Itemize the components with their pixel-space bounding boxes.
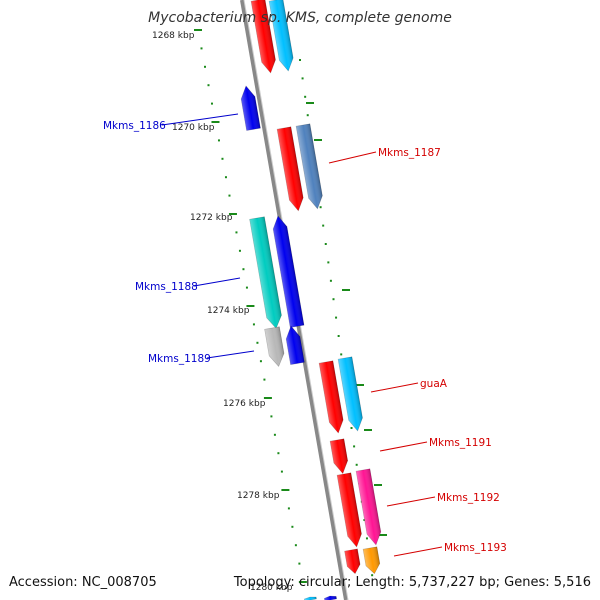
gene-mkms-1191 [329,438,348,475]
gene-skyblue-top [268,0,294,72]
gene-mkms-1188-shade [249,216,282,329]
gene-callout-line [393,546,443,557]
scale-label: 1274 kbp [207,306,250,316]
gene-mkms-1189-pair [285,325,305,365]
gene-label-mkms-1191: Mkms_1191 [429,437,492,449]
gene-mkms-1187-pair [295,123,323,210]
gene-callout-line [328,151,377,164]
gene-mkms-1187 [276,126,304,212]
gene-callout-line [193,277,241,287]
gene-callout-line [206,350,255,359]
gene-guaA-pair [337,356,363,432]
gene-label-mkms-1187: Mkms_1187 [378,147,441,159]
gene-mkms-1193 [344,548,361,575]
gene-label-mkms-1188: Mkms_1188 [135,281,198,293]
gene-mkms-1193-pair [362,546,381,575]
genome-title: Mycobacterium sp. KMS, complete genome [148,10,452,26]
gene-mkms-1192-shade [337,472,362,547]
gene-label-mkms-1193: Mkms_1193 [444,542,507,554]
gene-guaA [318,360,344,434]
gene-callout-line [161,113,239,126]
gene-mkms-1189 [264,326,285,367]
scale-label: 1272 kbp [190,213,233,223]
gene-mkms-1186 [240,85,261,131]
gene-red-top-shade [251,0,276,73]
gene-mkms-1191-shade [330,438,348,474]
gene-mkms-1188-pair-shade [273,216,305,328]
accession-text: Accession: NC_008705 [9,575,157,590]
gene-skyblue-top-shade [269,0,294,71]
gene-mkms-1192 [336,472,362,548]
gene-callout-line [370,382,419,393]
gene-label-guaA: guaA [420,378,448,390]
gene-callout-line [379,441,428,452]
gene-mkms-1187-shade [277,126,304,211]
scale-label: 1276 kbp [223,399,266,409]
gene-guaA-pair-shade [338,356,363,431]
scale-label: 1280 kbp [250,583,293,593]
gene-mkms-1186-shade [241,86,261,131]
gene-label-mkms-1192: Mkms_1192 [437,492,500,504]
gene-mkms-1192-pair-shade [356,468,381,545]
gene-mkms-1192-pair [355,468,382,546]
scale-label: 1278 kbp [237,491,280,501]
gene-mkms-1193-shade [344,548,361,574]
gene-mkms-1188-pair [272,215,305,328]
genome-summary-text: Topology: circular; Length: 5,737,227 bp… [233,575,591,590]
gene-mkms-1193-pair-shade [363,546,380,574]
scale-label: 1270 kbp [172,123,215,133]
gene-mkms-1189-pair-shade [286,326,305,365]
gene-bottom-skyblue [303,596,317,600]
gene-bottom-blue [323,595,337,600]
gene-label-mkms-1189: Mkms_1189 [148,353,211,365]
gene-red-top [250,0,276,74]
gene-mkms-1189-shade [264,326,285,367]
gene-label-mkms-1186: Mkms_1186 [103,120,166,132]
gene-mkms-1188 [249,216,282,329]
gene-guaA-shade [319,360,344,433]
gene-callout-line [386,496,436,507]
gene-mkms-1187-pair-shade [296,123,323,209]
scale-label: 1268 kbp [152,31,195,41]
